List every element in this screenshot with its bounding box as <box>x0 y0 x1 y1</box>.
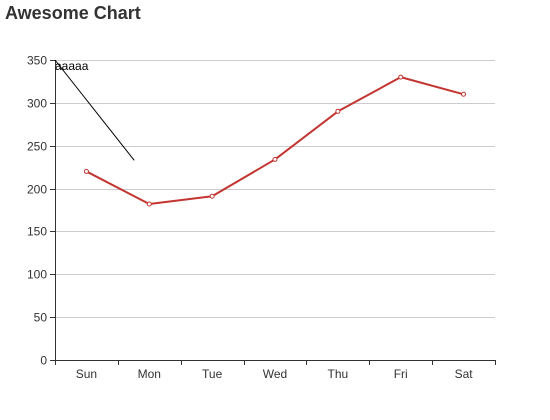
x-tick-label: Fri <box>394 367 408 381</box>
data-point[interactable] <box>272 156 278 162</box>
y-tick-label: 50 <box>34 311 48 325</box>
annotation: aaaaa <box>54 59 135 161</box>
annotation-line <box>54 59 135 161</box>
y-tick-label: 250 <box>27 140 47 154</box>
y-tick-label: 0 <box>40 354 47 368</box>
y-tick-label: 200 <box>27 183 47 197</box>
x-tick-label: Mon <box>138 367 161 381</box>
y-tick-label: 350 <box>27 54 47 68</box>
data-point[interactable] <box>461 91 467 97</box>
y-tick-label: 150 <box>27 225 47 239</box>
annotation-label: aaaaa <box>55 59 89 73</box>
x-tick-label: Thu <box>328 367 349 381</box>
grid-lines <box>55 60 495 318</box>
x-tick-label: Tue <box>202 367 223 381</box>
x-tick-label: Sun <box>76 367 97 381</box>
chart-title: Awesome Chart <box>5 3 141 23</box>
series-line <box>85 76 464 205</box>
x-tick-label: Sat <box>455 367 474 381</box>
data-point[interactable] <box>209 193 215 199</box>
y-tick-label: 100 <box>27 268 47 282</box>
series-layer <box>83 74 467 207</box>
data-point[interactable] <box>335 108 341 114</box>
axes: 0 50 100 150 200 250 300 350 Sun Mon Tue Wed Thu Fri S… <box>27 54 496 381</box>
data-point[interactable] <box>83 168 89 174</box>
data-point[interactable] <box>146 201 152 207</box>
data-point[interactable] <box>398 74 404 80</box>
x-tick-label: Wed <box>263 367 287 381</box>
y-tick-label: 300 <box>27 97 47 111</box>
